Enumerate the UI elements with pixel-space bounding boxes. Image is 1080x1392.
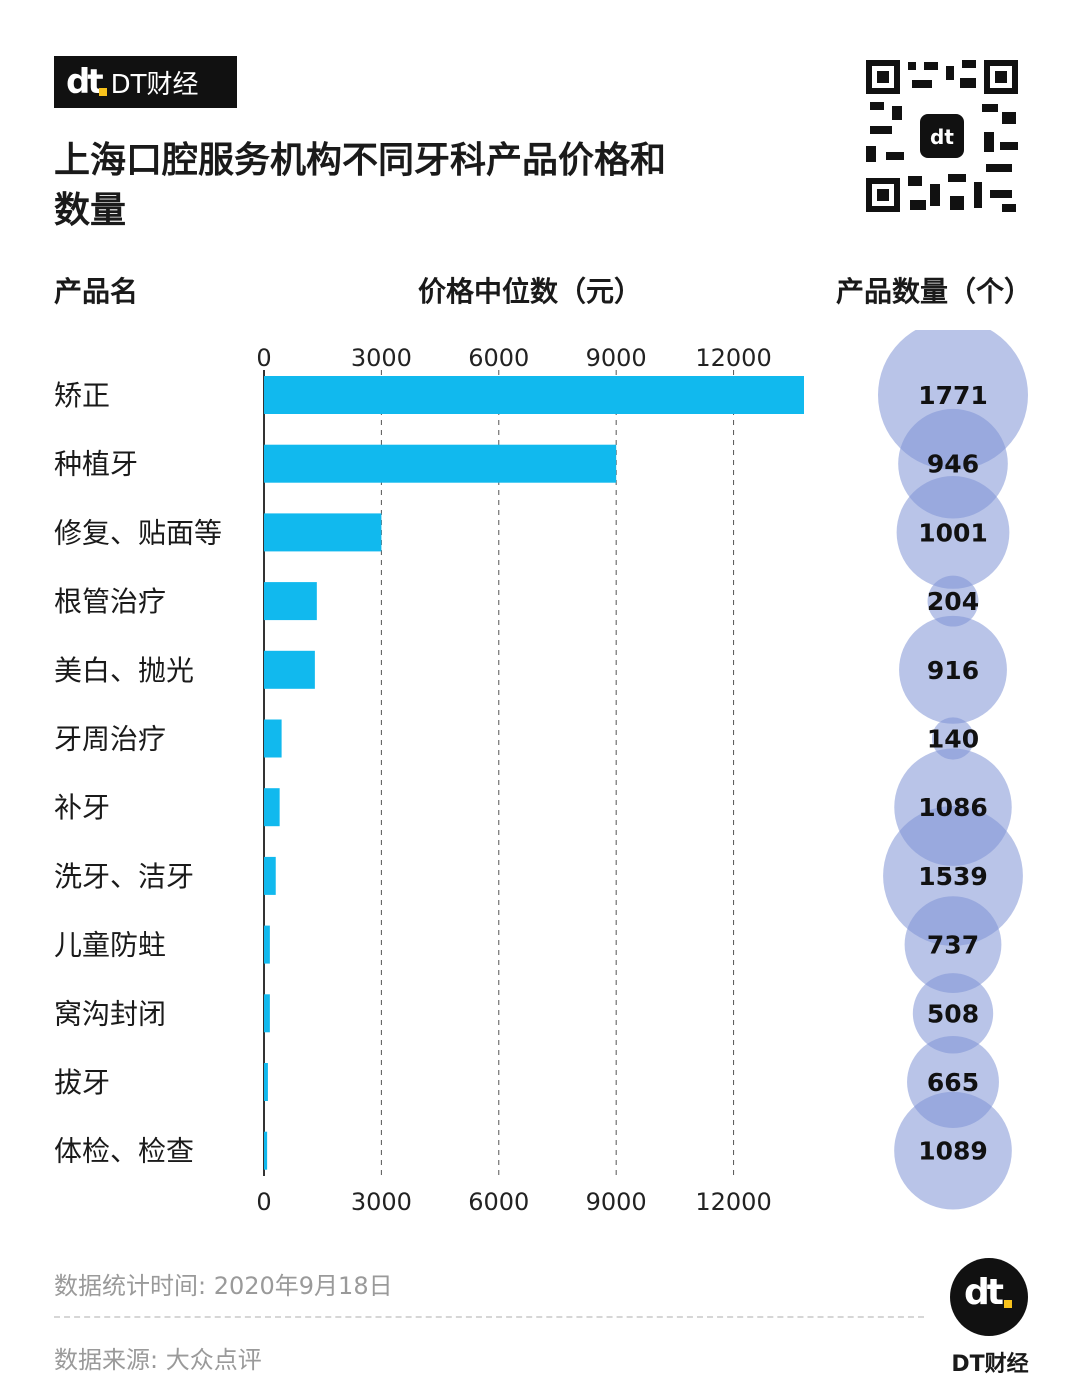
category-label: 体检、检查	[54, 1135, 194, 1168]
category-label: 矫正	[54, 379, 110, 412]
count-label: 140	[927, 725, 979, 754]
price-bar	[264, 650, 315, 689]
brand-badge: dt DT财经	[54, 56, 237, 108]
dt-logo-icon: dt	[66, 62, 107, 102]
category-label: 拔牙	[54, 1066, 110, 1099]
count-label: 665	[927, 1068, 979, 1097]
category-label: 窝沟封闭	[54, 997, 166, 1030]
category-label: 补牙	[54, 791, 110, 824]
count-bubble	[931, 717, 975, 760]
data-source: 数据来源: 大众点评	[54, 1346, 262, 1374]
category-label: 根管治疗	[54, 585, 166, 618]
count-bubble	[904, 896, 1002, 993]
count-bubble	[883, 805, 1023, 946]
header-price: 价格中位数（元）	[418, 275, 643, 308]
price-bar	[264, 582, 317, 621]
x-tick-label: 0	[256, 344, 271, 372]
price-bar	[264, 376, 804, 414]
x-tick-label: 3000	[351, 1188, 412, 1216]
x-tick-label: 12000	[695, 344, 771, 372]
count-bubble	[894, 1091, 1012, 1210]
header-count: 产品数量（个）	[836, 275, 1033, 308]
x-tick-label: 12000	[695, 1188, 771, 1216]
count-label: 1089	[918, 1137, 988, 1166]
price-bar	[264, 444, 617, 483]
chart-title: 上海口腔服务机构不同牙科产品价格和数量	[54, 140, 667, 231]
category-label: 修复、贴面等	[54, 516, 222, 549]
count-label: 1771	[918, 381, 988, 410]
count-bubble	[927, 575, 979, 627]
price-count-chart: 0 0 3000 3000 6000 6000 9000 9000 12000 12000 矫正种植…	[54, 330, 1028, 1216]
x-tick-label: 9000	[586, 1188, 647, 1216]
category-label: 美白、抛光	[54, 654, 194, 687]
header-product: 产品名	[54, 275, 139, 308]
category-label: 牙周治疗	[54, 723, 166, 756]
count-label: 1001	[918, 518, 988, 547]
x-tick-label: 6000	[468, 344, 529, 372]
footer-brand: DT财经	[951, 1352, 1029, 1377]
price-bar	[264, 856, 276, 895]
count-bubble	[899, 615, 1007, 724]
count-label: 508	[927, 999, 979, 1028]
footer-divider	[54, 1316, 924, 1318]
x-tick-label: 3000	[351, 344, 412, 372]
price-bar	[264, 994, 270, 1033]
count-label: 1086	[918, 793, 988, 822]
category-label: 种植牙	[54, 448, 138, 481]
x-tick-label: 6000	[468, 1188, 529, 1216]
dt-logo-icon: dt	[950, 1258, 1028, 1336]
count-label: 204	[927, 587, 979, 616]
price-bar	[264, 1131, 268, 1170]
price-bar	[264, 513, 382, 552]
count-label: 916	[927, 656, 979, 685]
brand-name: DT财经	[110, 69, 199, 100]
category-label: 洗牙、洁牙	[54, 860, 194, 893]
count-bubble	[896, 476, 1010, 589]
price-bar	[264, 1063, 268, 1101]
price-bar	[264, 788, 280, 827]
price-bar	[264, 925, 270, 964]
count-label: 946	[927, 450, 979, 479]
x-tick-label: 0	[256, 1188, 271, 1216]
qr-code-icon: dt	[862, 56, 1022, 216]
price-bar	[264, 719, 282, 758]
svg-text:dt: dt	[930, 125, 954, 149]
category-label: 儿童防蛀	[54, 929, 166, 962]
data-date: 数据统计时间: 2020年9月18日	[54, 1272, 393, 1300]
x-tick-label: 9000	[586, 344, 647, 372]
count-label: 1539	[918, 862, 988, 891]
count-bubble	[912, 973, 994, 1054]
count-label: 737	[927, 931, 979, 960]
